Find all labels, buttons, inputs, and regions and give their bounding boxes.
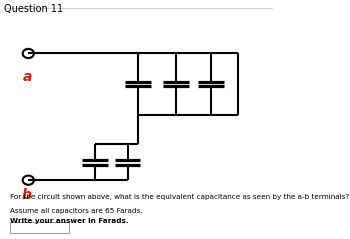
Text: Write your answer in Farads.: Write your answer in Farads.	[9, 218, 128, 224]
Text: Question 11: Question 11	[4, 4, 63, 14]
FancyBboxPatch shape	[9, 222, 69, 233]
Text: a: a	[22, 70, 32, 84]
Text: b: b	[22, 188, 32, 202]
Text: Assume all capacitors are 65 Farads.: Assume all capacitors are 65 Farads.	[9, 207, 142, 213]
Text: For the circuit shown above, what is the equivalent capacitance as seen by the a: For the circuit shown above, what is the…	[9, 194, 349, 201]
